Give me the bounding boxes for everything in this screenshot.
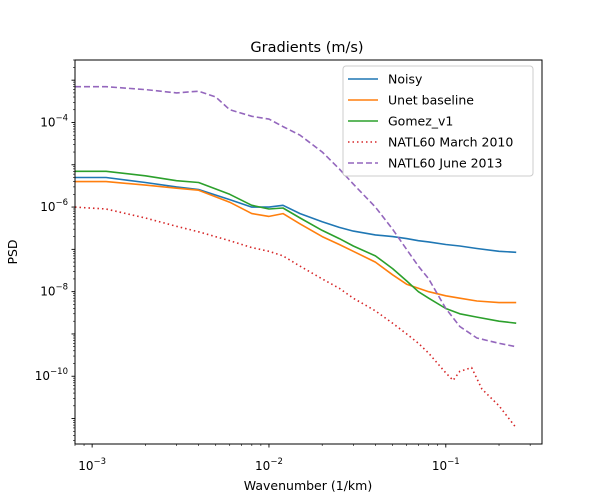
series-line-1: [75, 176, 517, 254]
axes-frame: [74, 59, 543, 445]
x-axis-label: Wavenumber (1/km): [244, 478, 372, 493]
x-tick-label: 10−1: [432, 457, 460, 473]
x-axis: 10−3 10−2 10−1: [74, 444, 531, 473]
legend-label-2: Unet baseline: [388, 93, 474, 108]
legend: Noisy Unet baseline Gomez_v1 NATL60 March 2…: [342, 65, 534, 177]
x-tick-label: 10−2: [255, 457, 283, 473]
series-line-2: [75, 180, 517, 304]
legend-label-1: Noisy: [388, 72, 423, 87]
series-line-4: [75, 206, 517, 429]
y-axis: 10−10 10−8 10−6 10−4: [35, 59, 75, 441]
series-line-5: [75, 85, 517, 348]
legend-label-4: NATL60 March 2010: [388, 135, 513, 150]
plot-area: [75, 85, 517, 429]
x-tick-label: 10−3: [78, 457, 106, 473]
legend-label-5: NATL60 June 2013: [388, 156, 502, 171]
legend-label-3: Gomez_v1: [388, 114, 453, 129]
series-layer: [75, 85, 517, 429]
series-line-3: [75, 170, 517, 324]
y-tick-label: 10−6: [40, 198, 68, 214]
chart-title: Gradients (m/s): [250, 40, 363, 56]
y-axis-label: PSD: [5, 239, 20, 264]
y-tick-label: 10−10: [35, 367, 68, 383]
y-tick-label: 10−4: [40, 113, 68, 129]
y-tick-label: 10−8: [40, 283, 68, 299]
legend-box: [342, 65, 534, 177]
